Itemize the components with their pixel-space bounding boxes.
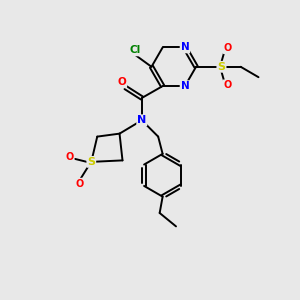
Text: O: O <box>75 178 83 189</box>
Text: N: N <box>181 43 189 52</box>
Text: N: N <box>181 81 189 91</box>
Text: O: O <box>224 44 232 53</box>
Text: O: O <box>65 152 74 162</box>
Text: Cl: Cl <box>130 45 141 56</box>
Text: S: S <box>217 62 225 72</box>
Text: O: O <box>224 80 232 90</box>
Text: N: N <box>137 115 146 125</box>
Text: S: S <box>87 157 95 167</box>
Text: O: O <box>118 77 126 87</box>
